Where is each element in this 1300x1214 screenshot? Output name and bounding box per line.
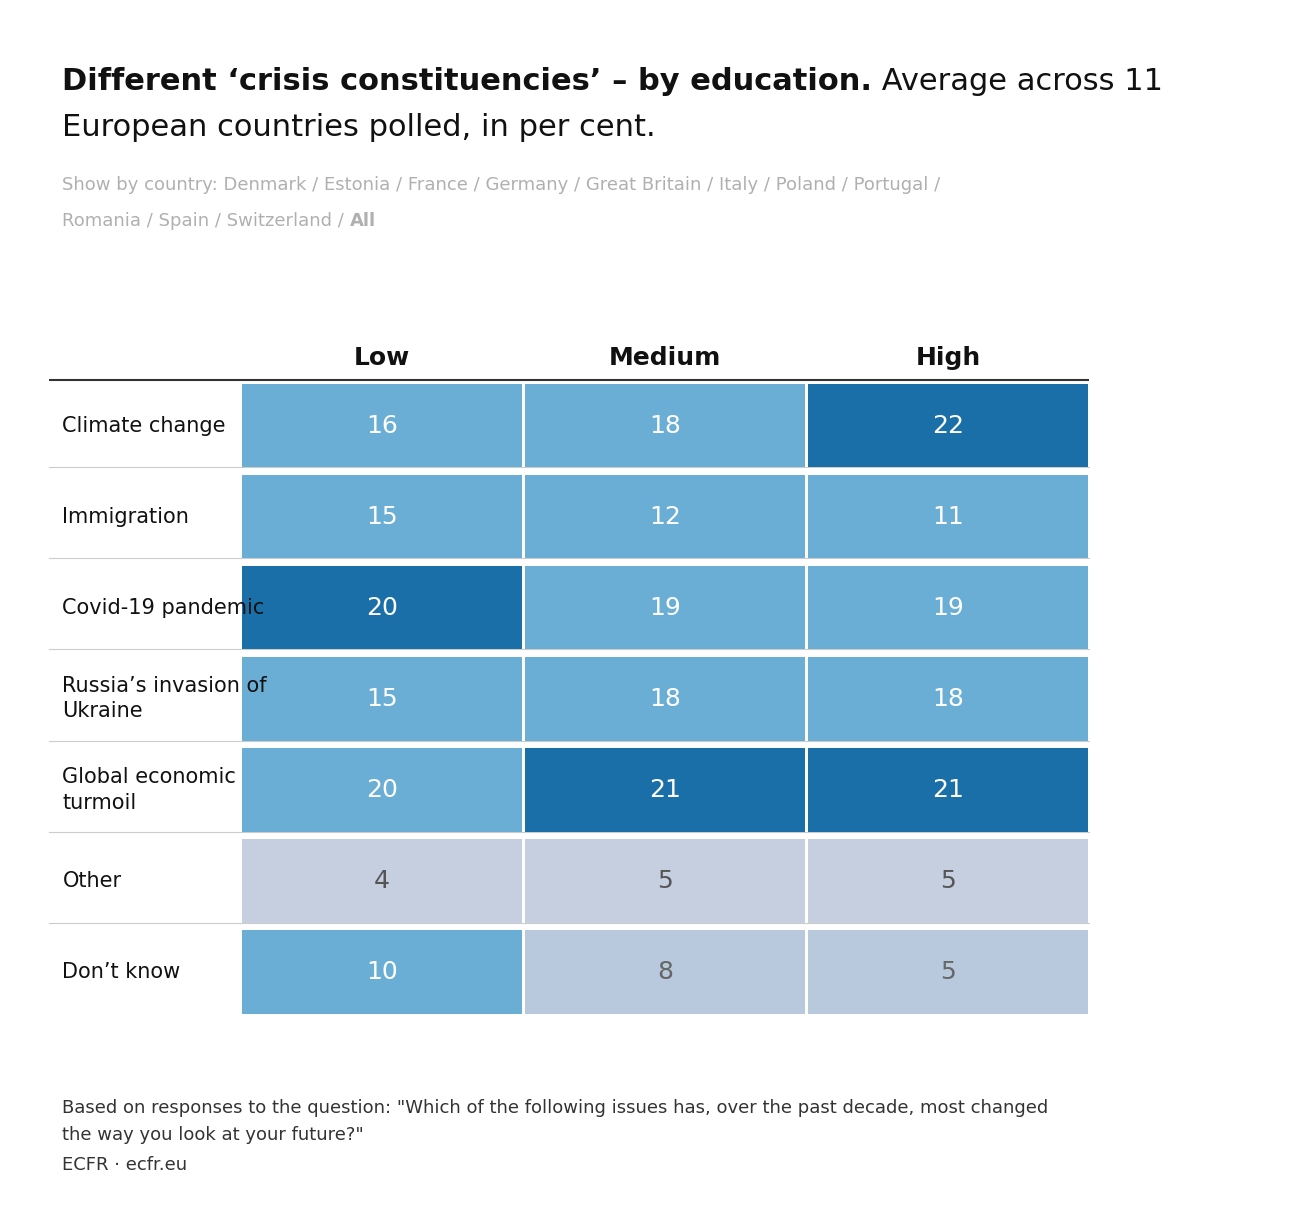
Bar (242, 475, 523, 558)
Bar (525, 475, 805, 558)
Text: Based on responses to the question: "Which of the following issues has, over the: Based on responses to the question: "Whi… (62, 1099, 1049, 1145)
Bar (242, 657, 523, 741)
Text: 5: 5 (656, 869, 673, 892)
Bar (525, 748, 805, 832)
Text: 21: 21 (932, 778, 963, 801)
Text: Average across 11: Average across 11 (872, 67, 1164, 96)
Text: Low: Low (354, 346, 410, 370)
Text: Don’t know: Don’t know (62, 961, 181, 982)
Text: 21: 21 (649, 778, 681, 801)
Bar (807, 930, 1088, 1014)
Text: 4: 4 (374, 869, 390, 892)
Bar (525, 566, 805, 649)
Text: 12: 12 (649, 505, 681, 528)
Text: 18: 18 (932, 687, 963, 710)
Bar (807, 657, 1088, 741)
Text: ECFR · ecfr.eu: ECFR · ecfr.eu (62, 1156, 187, 1174)
Bar (242, 839, 523, 923)
Bar (242, 748, 523, 832)
Text: Climate change: Climate change (62, 415, 226, 436)
Text: Different ‘crisis constituencies’ – by education.: Different ‘crisis constituencies’ – by e… (62, 67, 872, 96)
Text: 18: 18 (649, 414, 681, 437)
Text: 5: 5 (940, 960, 956, 983)
Bar (525, 839, 805, 923)
Bar (242, 384, 523, 467)
Text: 10: 10 (367, 960, 398, 983)
Bar (807, 475, 1088, 558)
Bar (807, 839, 1088, 923)
Text: 20: 20 (367, 596, 398, 619)
Text: 15: 15 (367, 505, 398, 528)
Bar (525, 657, 805, 741)
Text: 16: 16 (367, 414, 398, 437)
Text: Romania / Spain / Switzerland /: Romania / Spain / Switzerland / (62, 212, 350, 231)
Text: Global economic
turmoil: Global economic turmoil (62, 767, 237, 812)
Text: High: High (915, 346, 980, 370)
Text: 5: 5 (940, 869, 956, 892)
Bar (242, 566, 523, 649)
Text: All: All (350, 212, 376, 231)
Bar (242, 930, 523, 1014)
Text: 19: 19 (932, 596, 963, 619)
Bar (807, 566, 1088, 649)
Bar (807, 384, 1088, 467)
Text: 11: 11 (932, 505, 963, 528)
Text: 8: 8 (656, 960, 673, 983)
Text: Other: Other (62, 870, 121, 891)
Text: 19: 19 (649, 596, 681, 619)
Text: Immigration: Immigration (62, 506, 190, 527)
Bar (525, 930, 805, 1014)
Text: European countries polled, in per cent.: European countries polled, in per cent. (62, 113, 656, 142)
Text: 15: 15 (367, 687, 398, 710)
Text: Covid-19 pandemic: Covid-19 pandemic (62, 597, 265, 618)
Text: 22: 22 (932, 414, 963, 437)
Bar (525, 384, 805, 467)
Text: 20: 20 (367, 778, 398, 801)
Text: Show by country: Denmark / Estonia / France / Germany / Great Britain / Italy / : Show by country: Denmark / Estonia / Fra… (62, 176, 941, 194)
Text: 18: 18 (649, 687, 681, 710)
Bar (807, 748, 1088, 832)
Text: Medium: Medium (608, 346, 722, 370)
Text: Russia’s invasion of
Ukraine: Russia’s invasion of Ukraine (62, 676, 266, 721)
